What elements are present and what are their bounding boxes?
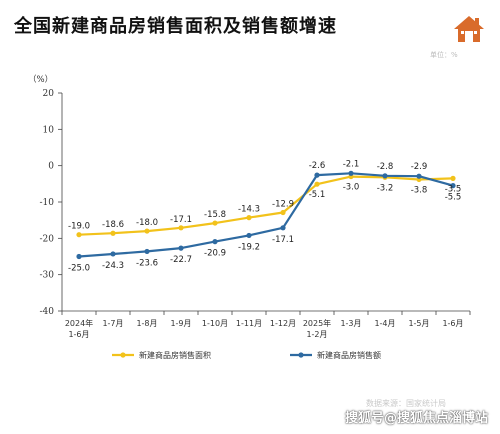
data-label-area: -19.0 [68,222,90,232]
data-point [280,209,286,216]
data-point [212,239,218,245]
data-label-sales: -19.2 [238,242,260,252]
x-tick-label: 1-10月 [202,319,228,328]
data-label-sales: -2.6 [309,161,326,171]
data-label-sales: -23.6 [136,258,158,268]
data-label-sales: -25.0 [68,264,90,274]
data-point [110,251,116,257]
legend-item-area-marker [120,352,126,358]
x-tick-label: 1-6月 [442,319,463,328]
data-point [178,225,184,231]
x-tick-label: 2024年 [65,318,93,328]
data-label-sales: -17.1 [272,235,294,245]
data-point [314,181,320,187]
data-point [246,215,252,221]
x-tick-label: 1-12月 [270,319,296,328]
data-point [314,172,320,178]
data-label-area: -3.8 [411,185,428,195]
data-point [348,170,354,176]
source-note: 数据来源：国家统计局 [366,399,446,408]
legend-item-area-label: 新建商品房销售面积 [139,350,211,360]
data-label-area: -18.0 [136,218,158,228]
page-title: 全国新建商品房销售面积及销售额增速 [14,16,337,37]
data-point [382,173,388,179]
data-point [76,232,82,238]
data-point [212,220,218,226]
series-line-sales [78,172,454,258]
data-point [450,175,456,181]
data-label-sales: -24.3 [102,261,124,271]
y-axis-unit-label: （%） [28,74,53,85]
y-tick-label: 20 [43,89,55,99]
legend-item-sales-label: 新建商品房销售额 [317,350,381,360]
data-label-area: -18.6 [102,220,124,230]
data-label-area: -3.2 [377,183,394,193]
y-tick-label: -10 [40,198,55,208]
data-point [144,228,150,234]
data-point [144,248,150,255]
data-label-area: -14.3 [238,205,260,215]
x-tick-label: 2025年 [303,318,331,328]
data-point [110,230,116,236]
unit-note: 单位：% [430,51,458,59]
data-label-sales: -20.9 [204,249,226,259]
legend-item-sales-marker [298,352,304,358]
data-label-sales: -2.8 [377,162,394,172]
data-label-sales: -22.7 [170,255,192,265]
x-tick-label: 1-7月 [102,319,123,328]
x-tick-label: 1-4月 [374,319,395,328]
y-tick-label: -40 [40,307,55,317]
y-tick-label: 10 [43,125,55,135]
x-tick-label: 1-5月 [408,319,429,328]
data-label-area: -15.8 [204,210,226,220]
data-point [280,225,286,231]
data-point [178,245,184,251]
data-label-sales: -2.9 [411,162,428,172]
data-label-sales: -5.5 [445,193,462,203]
data-point [450,183,456,189]
watermark-text: 搜狐号@搜狐焦点淄博站 [344,411,488,426]
y-tick-label: 0 [48,162,54,172]
data-label-area: -17.1 [170,215,192,225]
data-label-sales: -2.1 [343,159,360,169]
house-icon [454,16,484,42]
data-point [416,173,422,179]
data-label-area: -12.9 [272,200,294,210]
data-label-area: -5.1 [309,190,326,200]
data-label-area: -3.0 [343,183,360,193]
y-tick-label: -30 [40,271,55,281]
series-line-area [78,175,454,236]
x-tick-label: 1-11月 [236,319,262,328]
data-point [76,253,82,260]
x-tick-label: 1-2月 [306,330,327,339]
x-tick-label: 1-9月 [170,319,191,328]
x-tick-label: 1-6月 [68,330,89,339]
data-point [246,232,252,239]
x-tick-label: 1-8月 [136,319,157,328]
data-label-area: -3.5 [445,184,462,194]
x-tick-label: 1-3月 [340,319,361,328]
y-tick-label: -20 [40,234,55,244]
